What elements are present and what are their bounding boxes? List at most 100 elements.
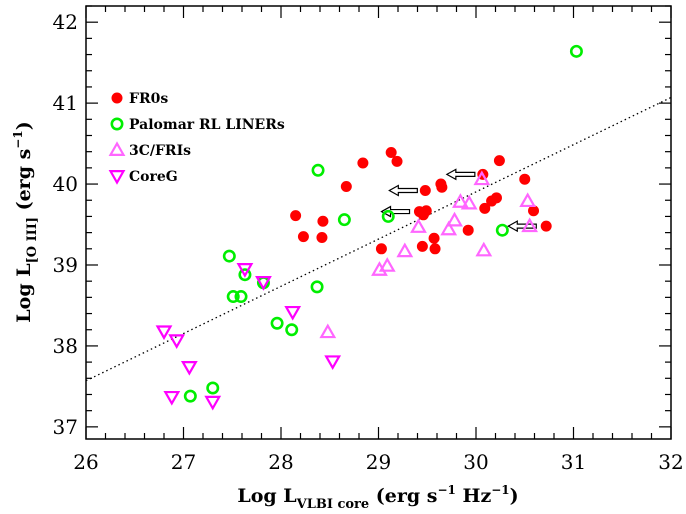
point-3c-fris — [519, 192, 537, 208]
axis-tick-labels: 26 27 28 29 30 31 32 37 38 39 40 41 42 — [53, 10, 684, 474]
plot-frame — [85, 5, 672, 440]
point-fr0s — [340, 180, 352, 192]
point-3c-fris — [475, 241, 493, 257]
point-palomar-rl-liners — [226, 290, 240, 304]
point-fr0s — [375, 243, 387, 255]
y-tick-label: 37 — [53, 415, 78, 439]
point-fr0s — [519, 173, 531, 185]
upper-limit-arrows — [380, 168, 537, 233]
x-axis-label-exp1: −1 — [437, 483, 455, 497]
legend-label-coreg: CoreG — [129, 169, 178, 185]
legend-marker-coreg — [108, 170, 126, 185]
point-palomar-rl-liners — [238, 268, 252, 282]
x-axis-label-sub: VLBI core — [296, 497, 370, 512]
x-axis-label-main: Log L — [237, 485, 296, 507]
point-3c-fris — [460, 194, 478, 210]
legend-marker-palomar-rl-liners — [110, 117, 124, 131]
y-tick-label: 39 — [53, 253, 78, 277]
x-tick-label: 27 — [171, 450, 196, 474]
point-palomar-rl-liners — [285, 323, 299, 337]
point-fr0s — [540, 220, 552, 232]
point-fr0s — [297, 231, 309, 243]
point-palomar-rl-liners — [206, 381, 220, 395]
data-points — [155, 44, 583, 411]
point-fr0s — [420, 205, 432, 217]
fit-line — [85, 96, 672, 382]
point-palomar-rl-liners — [495, 223, 509, 237]
x-axis-label-units-mid: Hz — [456, 485, 492, 507]
x-tick-label: 29 — [366, 450, 391, 474]
point-coreg — [155, 325, 173, 341]
point-3c-fris — [319, 323, 337, 339]
point-fr0s — [528, 205, 540, 217]
legend: FR0s Palomar RL LINERs 3C/FRIs CoreG — [108, 91, 285, 185]
point-palomar-rl-liners — [310, 280, 324, 294]
x-axis-label: Log LVLBI core (erg s−1 Hz−1) — [237, 483, 518, 512]
axis-ticks — [85, 5, 672, 439]
point-palomar-rl-liners — [311, 163, 325, 177]
point-coreg — [163, 390, 181, 406]
y-axis-label: Log L[O III] (erg s−1) — [11, 121, 40, 322]
point-fr0s — [462, 224, 474, 236]
legend-label-fr0s: FR0s — [129, 91, 168, 107]
x-tick-label: 26 — [73, 450, 98, 474]
point-fr0s — [493, 155, 505, 167]
point-palomar-rl-liners — [569, 44, 583, 58]
x-tick-label: 30 — [463, 450, 488, 474]
point-palomar-rl-liners — [337, 213, 351, 227]
point-3c-fris — [452, 193, 469, 208]
upper-limit-arrow — [507, 220, 537, 233]
point-coreg — [255, 276, 272, 291]
legend-label-3c-fris: 3C/FRIs — [129, 143, 191, 159]
point-fr0s — [316, 231, 328, 243]
point-3c-fris — [378, 257, 396, 272]
point-fr0s — [290, 210, 302, 222]
point-3c-fris — [410, 218, 427, 233]
y-tick-label: 42 — [53, 10, 78, 34]
point-fr0s — [385, 146, 397, 158]
point-fr0s — [357, 157, 369, 169]
legend-label-palomar-rl-liners: Palomar RL LINERs — [129, 117, 285, 133]
x-tick-label: 31 — [561, 450, 586, 474]
point-coreg — [168, 334, 186, 349]
y-tick-label: 41 — [53, 91, 78, 115]
point-3c-fris — [521, 217, 539, 233]
y-axis-label-main: Log L — [13, 263, 35, 322]
y-axis-label-close: ) — [13, 121, 35, 130]
point-coreg — [204, 395, 222, 411]
point-fr0s — [428, 232, 440, 244]
point-palomar-rl-liners — [270, 316, 284, 330]
point-coreg — [180, 360, 198, 376]
point-fr0s — [391, 155, 403, 167]
point-3c-fris — [446, 211, 463, 227]
x-axis-label-units: (erg s — [376, 485, 438, 507]
upper-limit-arrow — [380, 205, 411, 218]
point-fr0s — [419, 185, 431, 197]
y-axis-label-sub: [O III] — [25, 217, 40, 263]
point-coreg — [284, 305, 302, 321]
legend-marker-3c-fris — [108, 141, 126, 156]
point-palomar-rl-liners — [381, 209, 395, 223]
y-axis-label-exp: −1 — [11, 130, 25, 148]
x-tick-label: 32 — [658, 450, 683, 474]
point-3c-fris — [440, 220, 458, 236]
point-palomar-rl-liners — [222, 249, 236, 263]
point-3c-fris — [396, 242, 414, 258]
point-fr0s — [429, 243, 441, 255]
x-tick-label: 28 — [268, 450, 293, 474]
x-axis-label-close: ) — [510, 485, 519, 507]
point-fr0s — [317, 215, 329, 227]
point-coreg — [236, 263, 254, 278]
point-coreg — [324, 355, 342, 371]
y-axis-label-units: (erg s — [13, 149, 35, 211]
upper-limit-arrow — [445, 168, 476, 181]
x-axis-label-exp2: −1 — [491, 483, 509, 497]
upper-limit-arrow — [388, 184, 418, 197]
point-fr0s — [490, 192, 502, 204]
point-fr0s — [479, 202, 491, 214]
point-3c-fris — [473, 170, 491, 186]
point-fr0s — [436, 181, 448, 193]
y-tick-label: 40 — [53, 172, 78, 196]
legend-marker-fr0s — [111, 92, 123, 104]
